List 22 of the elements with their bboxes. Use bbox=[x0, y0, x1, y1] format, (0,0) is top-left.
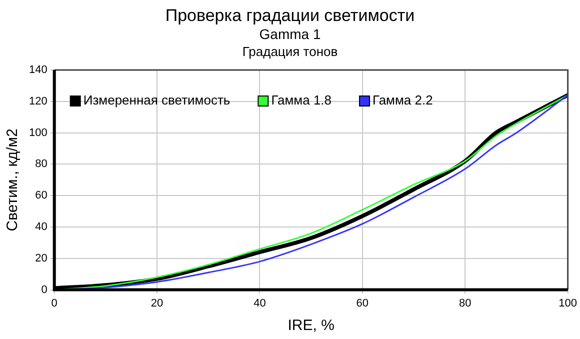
y-tick-label: 0 bbox=[41, 284, 48, 296]
y-tick-label: 140 bbox=[28, 64, 48, 76]
y-tick-label: 60 bbox=[35, 190, 48, 202]
y-tick-label: 20 bbox=[35, 252, 48, 264]
legend-label: Измеренная светимость bbox=[83, 92, 230, 108]
x-axis-title: IRE, % bbox=[288, 317, 334, 334]
y-tick-label: 40 bbox=[35, 221, 48, 234]
legend-label: Гамма 1.8 bbox=[271, 92, 332, 108]
x-tick-label: 40 bbox=[254, 297, 266, 310]
chart-title: Проверка градации светимости bbox=[164, 5, 416, 26]
chart-subtitle: Gamma 1 bbox=[258, 26, 322, 43]
y-tick-label: 120 bbox=[28, 95, 48, 108]
x-tick-label: 80 bbox=[459, 297, 472, 310]
y-tick-label: 100 bbox=[28, 126, 48, 139]
x-tick-label: 100 bbox=[558, 297, 578, 310]
x-tick-label: 20 bbox=[150, 297, 164, 310]
text: Градация тонов bbox=[241, 43, 339, 60]
legend-label: Гамма 2.2 bbox=[372, 92, 433, 108]
x-tick-label: 0 bbox=[51, 297, 58, 310]
y-tick-label: 80 bbox=[35, 158, 48, 170]
y-axis-title: Светим., кд/м2 bbox=[4, 128, 22, 232]
x-tick-label: 60 bbox=[356, 297, 369, 310]
